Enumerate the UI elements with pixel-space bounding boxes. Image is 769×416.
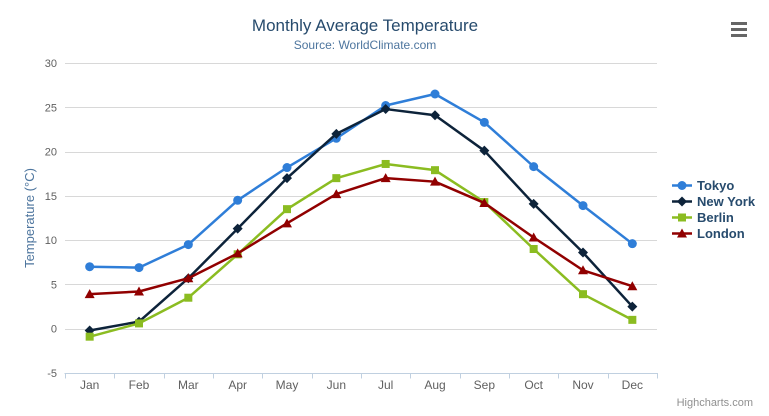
data-point-marker[interactable] — [183, 273, 194, 283]
x-axis-category-label: Mar — [178, 378, 199, 392]
data-point-marker[interactable] — [479, 117, 489, 127]
y-axis-tick-label: 5 — [51, 279, 57, 291]
circle-series-marker-icon — [672, 180, 692, 190]
data-point-marker[interactable] — [528, 232, 539, 242]
diamond-series-marker-icon — [672, 196, 692, 206]
series-new-york[interactable] — [84, 104, 638, 336]
export-menu-button[interactable] — [731, 22, 747, 37]
data-point-marker — [678, 213, 686, 221]
data-point-marker[interactable] — [85, 262, 95, 272]
y-axis-tick-label: 20 — [45, 147, 57, 159]
data-point-marker[interactable] — [380, 104, 391, 115]
data-point-marker[interactable] — [578, 247, 588, 258]
data-point-marker[interactable] — [529, 162, 539, 172]
chart-subtitle: Source: WorldClimate.com — [293, 38, 437, 52]
credits-link[interactable]: Highcharts.com — [676, 397, 753, 409]
data-point-marker[interactable] — [283, 205, 291, 214]
series-line-london[interactable] — [88, 176, 634, 296]
x-axis-category-label: Aug — [424, 378, 445, 392]
data-point-marker[interactable] — [282, 163, 292, 173]
hamburger-icon — [731, 28, 747, 31]
series-line-berlin[interactable] — [88, 162, 634, 338]
legend-label: New York — [697, 193, 756, 209]
x-axis-category-label: Dec — [622, 378, 643, 392]
data-point-marker[interactable] — [380, 173, 391, 183]
square-series-marker-icon — [672, 213, 692, 221]
data-point-marker[interactable] — [528, 198, 539, 209]
data-point-marker[interactable] — [282, 218, 292, 228]
triangle-series-marker-icon — [672, 228, 692, 237]
data-point-marker[interactable] — [232, 248, 243, 258]
legend-label: Berlin — [697, 209, 734, 225]
hamburger-icon — [731, 34, 747, 37]
data-point-marker[interactable] — [332, 174, 341, 183]
data-point-marker — [677, 180, 687, 190]
legend-label: London — [697, 225, 745, 241]
x-axis-category-label: Oct — [524, 378, 543, 392]
data-point-marker[interactable] — [579, 290, 587, 299]
data-point-marker[interactable] — [627, 239, 637, 249]
data-point-marker[interactable] — [134, 263, 144, 273]
series-london[interactable] — [84, 173, 638, 299]
y-axis-title: Temperature (°C) — [22, 168, 37, 268]
data-point-marker[interactable] — [628, 315, 637, 324]
series-line-tokyo[interactable] — [88, 92, 634, 269]
y-axis-tick-label: -5 — [47, 368, 57, 380]
data-point-marker — [677, 228, 687, 237]
data-point-marker[interactable] — [430, 110, 440, 121]
y-axis-tick-label: 25 — [45, 102, 57, 114]
data-point-marker[interactable] — [184, 293, 193, 302]
data-point-marker[interactable] — [578, 201, 588, 211]
x-axis-category-label: Jul — [378, 378, 393, 392]
data-point-marker[interactable] — [529, 245, 538, 253]
x-axis-category-label: May — [276, 378, 299, 392]
data-point-marker[interactable] — [134, 286, 144, 296]
x-axis-category-label: Nov — [572, 378, 593, 392]
x-axis-category-label: Sep — [474, 378, 496, 392]
data-point-marker[interactable] — [578, 265, 588, 275]
data-point-marker[interactable] — [479, 197, 490, 207]
legend-item-london[interactable]: London — [672, 225, 755, 241]
data-point-marker[interactable] — [183, 240, 193, 250]
data-point-marker[interactable] — [381, 159, 390, 168]
data-point-marker[interactable] — [233, 195, 243, 205]
data-point-marker[interactable] — [232, 223, 243, 234]
data-point-marker[interactable] — [430, 89, 440, 99]
y-axis-tick-label: 15 — [45, 191, 57, 203]
hamburger-icon — [731, 22, 747, 25]
legend-label: Tokyo — [697, 177, 735, 193]
legend: Tokyo New York Berlin London — [672, 177, 755, 241]
x-axis-category-label: Jun — [327, 378, 346, 392]
x-axis-category-label: Apr — [228, 378, 247, 392]
data-point-marker[interactable] — [331, 189, 342, 199]
data-point-marker[interactable] — [431, 166, 439, 175]
data-point-marker[interactable] — [627, 301, 638, 312]
data-point-marker[interactable] — [84, 289, 95, 299]
legend-item-berlin[interactable]: Berlin — [672, 209, 755, 225]
chart-title: Monthly Average Temperature — [251, 16, 479, 35]
series-line-new-york[interactable] — [88, 107, 634, 332]
legend-item-new-york[interactable]: New York — [672, 193, 755, 209]
y-axis-tick-label: 30 — [45, 58, 57, 70]
legend-item-tokyo[interactable]: Tokyo — [672, 177, 755, 193]
y-axis-tick-label: 0 — [51, 324, 57, 336]
data-point-marker[interactable] — [479, 145, 490, 156]
y-axis-tick-label: 10 — [45, 235, 57, 247]
data-point-marker[interactable] — [430, 176, 440, 186]
data-point-marker[interactable] — [135, 319, 143, 328]
data-point-marker[interactable] — [331, 128, 342, 139]
x-axis-category-label: Feb — [129, 378, 150, 392]
data-point-marker — [677, 196, 687, 206]
data-point-marker[interactable] — [627, 281, 638, 291]
data-point-marker[interactable] — [85, 332, 94, 341]
data-point-marker[interactable] — [282, 173, 292, 184]
series-tokyo[interactable] — [85, 89, 637, 273]
x-axis-category-label: Jan — [80, 378, 99, 392]
